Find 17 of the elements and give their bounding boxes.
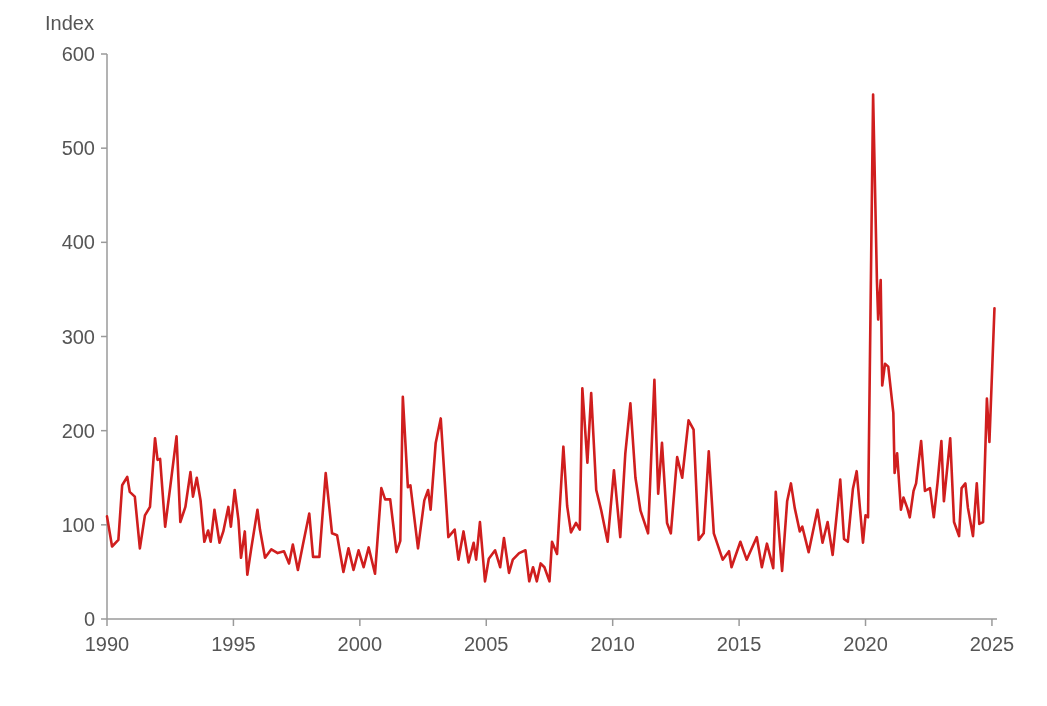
y-tick-label: 600	[61, 43, 95, 65]
x-tick-label: 2010	[590, 633, 635, 655]
y-axis-title: Index	[45, 12, 94, 34]
x-tick-label: 1995	[211, 633, 256, 655]
y-tick-label: 400	[61, 231, 95, 254]
y-tick-label: 300	[61, 325, 95, 348]
x-tick-label: 2000	[337, 633, 383, 655]
line-series	[105, 93, 996, 583]
y-tick-label: 100	[61, 513, 95, 536]
x-tick-label: 2025	[969, 633, 1015, 655]
x-tick-label: 2005	[464, 633, 509, 655]
y-tick-label: 200	[61, 419, 95, 442]
x-tick-label: 2020	[843, 633, 888, 655]
x-tick-label: 2015	[716, 633, 762, 655]
x-tick-label: 1990	[84, 633, 130, 655]
y-tick-label: 0	[83, 608, 95, 630]
y-tick-label: 500	[61, 137, 95, 160]
